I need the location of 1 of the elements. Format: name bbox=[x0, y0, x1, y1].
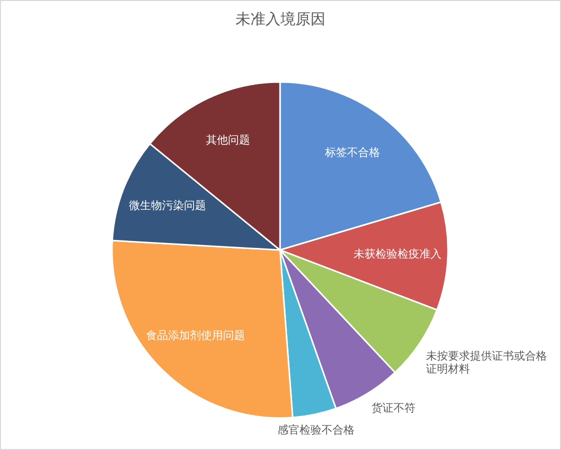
title: 未准入境原因 bbox=[236, 12, 326, 28]
